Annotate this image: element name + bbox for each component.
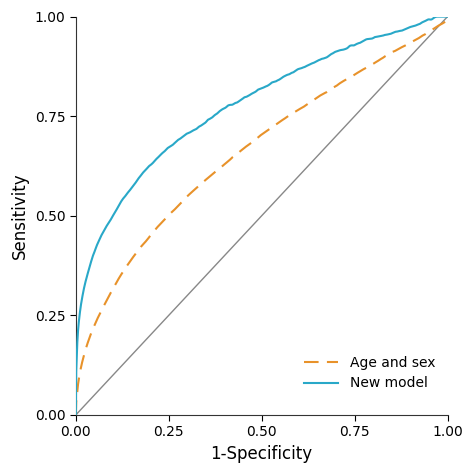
New model <box>328 51 334 57</box>
Line: New model: New model <box>76 17 447 415</box>
Age and sex <box>111 284 117 290</box>
New model <box>111 211 117 217</box>
New model <box>445 14 450 19</box>
Age and sex <box>223 160 229 166</box>
New model <box>363 37 368 43</box>
Age and sex <box>370 62 375 67</box>
Age and sex <box>445 14 450 19</box>
Age and sex <box>328 86 334 92</box>
New model <box>370 36 375 41</box>
Age and sex <box>73 412 79 418</box>
New model <box>223 104 229 110</box>
X-axis label: 1-Specificity: 1-Specificity <box>210 445 313 463</box>
New model <box>437 14 442 19</box>
New model <box>73 412 79 418</box>
Line: Age and sex: Age and sex <box>76 17 447 415</box>
Age and sex <box>237 149 242 155</box>
Y-axis label: Sensitivity: Sensitivity <box>11 173 29 259</box>
New model <box>237 98 242 104</box>
Age and sex <box>363 65 368 71</box>
Legend: Age and sex, New model: Age and sex, New model <box>298 350 440 396</box>
